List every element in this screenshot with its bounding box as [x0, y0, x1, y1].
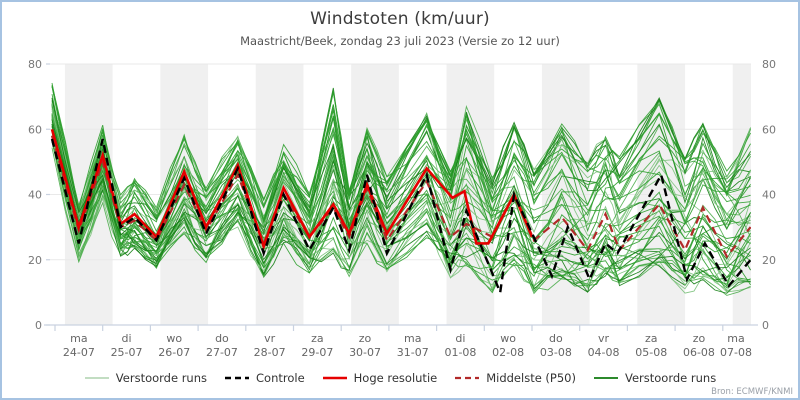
legend-swatch-line — [225, 376, 249, 380]
source-attribution: Bron: ECMWF/KNMI — [711, 387, 793, 397]
axes — [44, 63, 758, 331]
svg-text:40: 40 — [28, 189, 42, 202]
svg-text:01-08: 01-08 — [444, 346, 476, 359]
legend-item-0: Verstoorde runs — [84, 371, 207, 385]
svg-text:06-08: 06-08 — [683, 346, 715, 359]
chart-legend: Verstoorde runs Controle Hoge resolutie Mid… — [2, 371, 798, 385]
ensemble-member-line — [51, 86, 751, 240]
svg-text:do: do — [549, 332, 563, 345]
series-line-hoge-resolutie — [50, 128, 534, 251]
svg-text:20: 20 — [28, 254, 42, 267]
svg-text:31-07: 31-07 — [397, 346, 429, 359]
legend-swatch-line — [322, 376, 347, 380]
legend-label: Hoge resolutie — [353, 371, 438, 385]
ensemble-members — [51, 82, 751, 296]
svg-text:ma: ma — [70, 332, 87, 345]
legend-label: Controle — [256, 371, 305, 385]
ensemble-member-line — [51, 94, 751, 283]
legend-label: Verstoorde runs — [624, 371, 717, 385]
svg-text:24-07: 24-07 — [63, 346, 95, 359]
svg-text:di: di — [122, 332, 132, 345]
ensemble-member-line — [51, 98, 751, 255]
gridlines — [50, 63, 751, 261]
svg-text:za: za — [645, 332, 658, 345]
x-axis-labels: ma24-07di25-07wo26-07do27-07vr28-07za29-… — [63, 332, 752, 359]
chart-subtitle: Maastricht/Beek, zondag 23 juli 2023 (Ve… — [240, 34, 560, 48]
ensemble-member-line — [51, 87, 751, 287]
ensemble-member-line — [51, 99, 751, 248]
svg-text:za: za — [311, 332, 324, 345]
svg-text:wo: wo — [166, 332, 182, 345]
ensemble-member-line — [51, 105, 751, 286]
svg-text:29-07: 29-07 — [301, 346, 333, 359]
ensemble-member-line — [51, 111, 751, 278]
legend-swatch-line — [455, 376, 480, 380]
svg-text:ma: ma — [404, 332, 421, 345]
svg-text:25-07: 25-07 — [111, 346, 143, 359]
svg-text:20: 20 — [762, 254, 776, 267]
series-line-controle — [50, 138, 751, 297]
svg-text:di: di — [455, 332, 465, 345]
ensemble-member-line — [51, 121, 751, 288]
ensemble-member-line — [51, 108, 751, 289]
svg-text:0: 0 — [762, 319, 769, 332]
ensemble-member-line — [51, 82, 751, 233]
svg-text:26-07: 26-07 — [158, 346, 190, 359]
ensemble-member-line — [51, 114, 751, 292]
svg-text:05-08: 05-08 — [635, 346, 667, 359]
page-title: Windstoten (km/uur) — [310, 9, 490, 29]
svg-text:30-07: 30-07 — [349, 346, 381, 359]
legend-swatch-line — [84, 377, 109, 379]
ensemble-member-line — [51, 98, 751, 293]
svg-text:60: 60 — [28, 123, 42, 136]
svg-text:02-08: 02-08 — [492, 346, 524, 359]
legend-label: Verstoorde runs — [115, 371, 207, 385]
svg-text:do: do — [215, 332, 229, 345]
svg-text:03-08: 03-08 — [540, 346, 572, 359]
svg-text:07-08: 07-08 — [720, 346, 752, 359]
legend-item-3: Middelste (P50) — [454, 371, 576, 385]
svg-text:28-07: 28-07 — [254, 346, 286, 359]
ensemble-member-line — [51, 101, 751, 288]
svg-text:80: 80 — [28, 58, 42, 71]
svg-text:zo: zo — [693, 332, 706, 345]
legend-item-2: Hoge resolutie — [322, 371, 438, 385]
svg-text:27-07: 27-07 — [206, 346, 238, 359]
svg-text:40: 40 — [762, 189, 776, 202]
svg-text:zo: zo — [359, 332, 372, 345]
svg-text:04-08: 04-08 — [588, 346, 620, 359]
svg-text:80: 80 — [762, 58, 776, 71]
y-axis-labels: 0 0 20 20 40 40 60 60 80 80 — [28, 58, 776, 332]
svg-text:60: 60 — [762, 123, 776, 136]
legend-label: Middelste (P50) — [486, 371, 576, 385]
svg-text:ma: ma — [727, 332, 744, 345]
svg-text:vr: vr — [264, 332, 276, 345]
legend-item-4: Verstoorde runs — [593, 371, 716, 385]
legend-item-1: Controle — [224, 371, 305, 385]
svg-text:0: 0 — [35, 319, 42, 332]
svg-text:vr: vr — [598, 332, 610, 345]
legend-swatch-line — [593, 377, 618, 379]
svg-text:wo: wo — [500, 332, 516, 345]
ensemble-member-line — [51, 116, 751, 225]
